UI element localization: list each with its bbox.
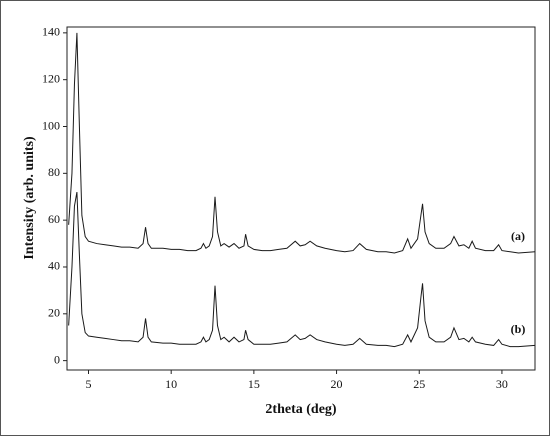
y-tick-label: 80 — [48, 165, 60, 179]
annotation: (a) — [511, 229, 525, 243]
x-tick-label: 30 — [496, 377, 508, 391]
y-tick-label: 0 — [54, 352, 60, 366]
series-line — [68, 32, 536, 254]
plot-area — [66, 26, 536, 371]
y-axis-label: Intensity (arb. units) — [22, 136, 37, 260]
x-tick-label: 15 — [248, 377, 260, 391]
y-tick-label: 100 — [42, 118, 60, 132]
y-tick-label: 120 — [42, 71, 60, 85]
y-tick-label: 20 — [48, 306, 60, 320]
y-tick-label: 140 — [42, 25, 60, 39]
y-tick-label: 40 — [48, 259, 60, 273]
x-tick-label: 25 — [413, 377, 425, 391]
x-tick-label: 20 — [331, 377, 343, 391]
x-tick-label: 5 — [85, 377, 91, 391]
x-tick-label: 10 — [165, 377, 177, 391]
series-line — [68, 191, 536, 348]
y-tick-label: 60 — [48, 212, 60, 226]
annotation: (b) — [511, 322, 526, 336]
x-axis-label: 2theta (deg) — [265, 402, 336, 417]
